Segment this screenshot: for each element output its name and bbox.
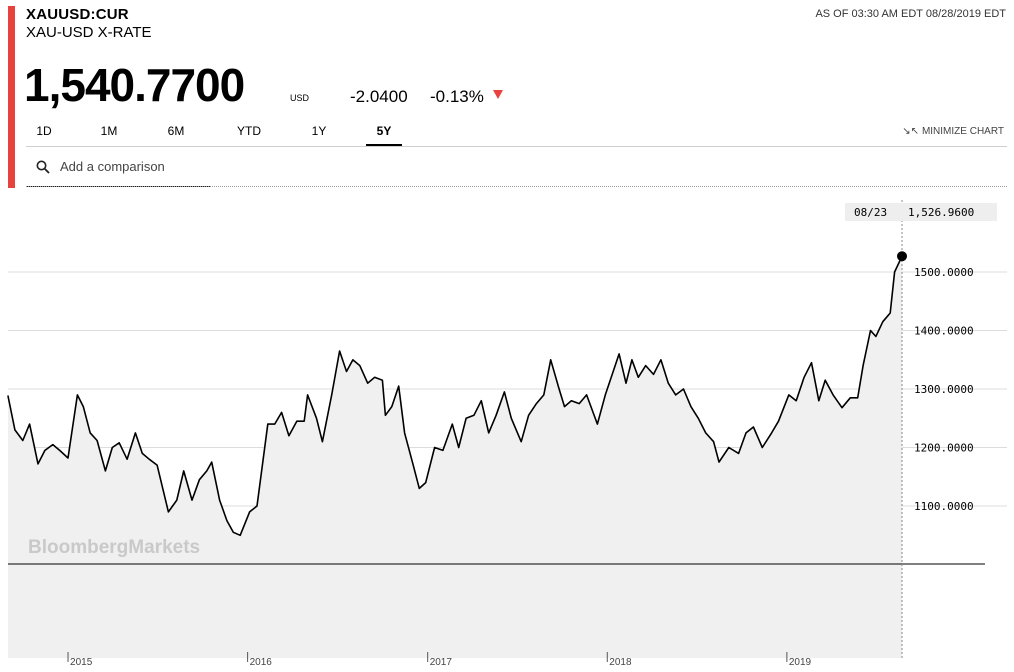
last-price: 1,540.7700 [24, 59, 245, 111]
last-point-marker [897, 251, 907, 262]
tooltip-box [845, 203, 997, 221]
tab-6m[interactable]: 6M [167, 124, 185, 138]
y-tick-label: 1500.0000 [914, 266, 974, 279]
tab-5y[interactable]: 5Y [366, 122, 402, 146]
x-tick-label: 2016 [250, 657, 273, 668]
bloomberg-markets-watermark: BloombergMarkets [28, 537, 201, 558]
x-tick-label: 2015 [70, 657, 93, 668]
ticker-symbol: XAUUSD:CUR [26, 6, 129, 23]
price-chart[interactable]: 1100.0000 1200.0000 1300.0000 1400.0000 1500… [0, 188, 1014, 668]
y-tick-label: 1100.0000 [914, 500, 974, 513]
divider [26, 146, 1007, 147]
tab-1m[interactable]: 1M [100, 124, 118, 138]
currency-label: USD [290, 93, 310, 103]
as-of-timestamp: AS OF 03:30 AM EDT 08/28/2019 EDT [815, 8, 1006, 20]
search-icon [36, 160, 50, 174]
down-arrow-icon [493, 90, 503, 99]
tooltip-date: 08/23 [854, 206, 887, 219]
tooltip-value: 1,526.9600 [908, 206, 974, 219]
price-change: -2.0400 [350, 87, 408, 106]
x-tick-label: 2019 [789, 657, 812, 668]
minimize-icon: ↘↖ [902, 126, 919, 137]
y-tick-label: 1300.0000 [914, 383, 974, 396]
instrument-name: XAU-USD X-RATE [26, 24, 152, 41]
x-tick-label: 2017 [430, 657, 453, 668]
area-fill [8, 256, 902, 658]
tab-1y[interactable]: 1Y [311, 124, 327, 138]
comparison-search [26, 152, 212, 187]
price-line [7, 255, 903, 537]
comparison-search-input[interactable] [58, 158, 212, 175]
minimize-chart-label: MINIMIZE CHART [921, 126, 1004, 137]
tab-ytd[interactable]: YTD [237, 124, 261, 138]
x-tick-label: 2018 [609, 657, 632, 668]
y-tick-label: 1200.0000 [914, 442, 974, 455]
price-change-percent: -0.13% [430, 87, 484, 106]
tab-1d[interactable]: 1D [36, 124, 52, 138]
minimize-chart-button[interactable]: ↘↖ MINIMIZE CHART [902, 126, 1004, 137]
dotted-divider [26, 186, 1007, 187]
y-tick-label: 1400.0000 [914, 325, 974, 338]
